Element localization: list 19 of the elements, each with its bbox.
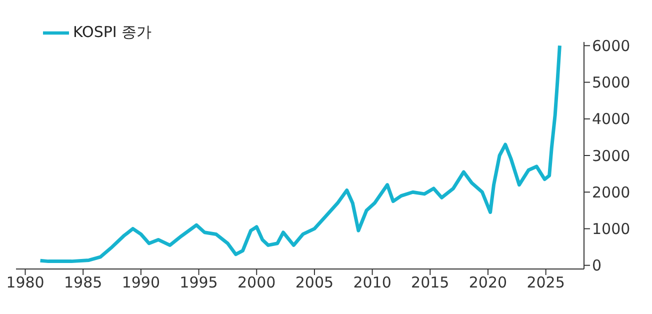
x-tick-label: 2020: [468, 274, 508, 292]
line-series: [38, 44, 562, 264]
x-tick-label: 2025: [526, 274, 565, 292]
x-tick-label: 1980: [6, 274, 44, 292]
y-tick-label: 6000: [592, 36, 630, 55]
x-tick-label: 1985: [64, 274, 102, 292]
y-tick-label: 4000: [592, 110, 630, 128]
legend-label: KOSPI 종가: [73, 23, 152, 42]
y-tick-label: 1000: [592, 220, 630, 238]
x-tick-label: 2010: [353, 274, 392, 292]
x-tick-label: 2015: [411, 274, 450, 292]
y-tick-label: 5000: [592, 74, 630, 92]
x-tick-label: 1995: [180, 274, 218, 292]
x-tick-label: 2005: [295, 274, 334, 292]
x-tick-label: 1990: [122, 274, 160, 292]
y-tick-label: 3000: [592, 146, 630, 165]
y-tick-label: 2000: [592, 183, 630, 202]
y-tick-label: 0: [592, 256, 602, 275]
x-tick-label: 2000: [238, 274, 276, 292]
